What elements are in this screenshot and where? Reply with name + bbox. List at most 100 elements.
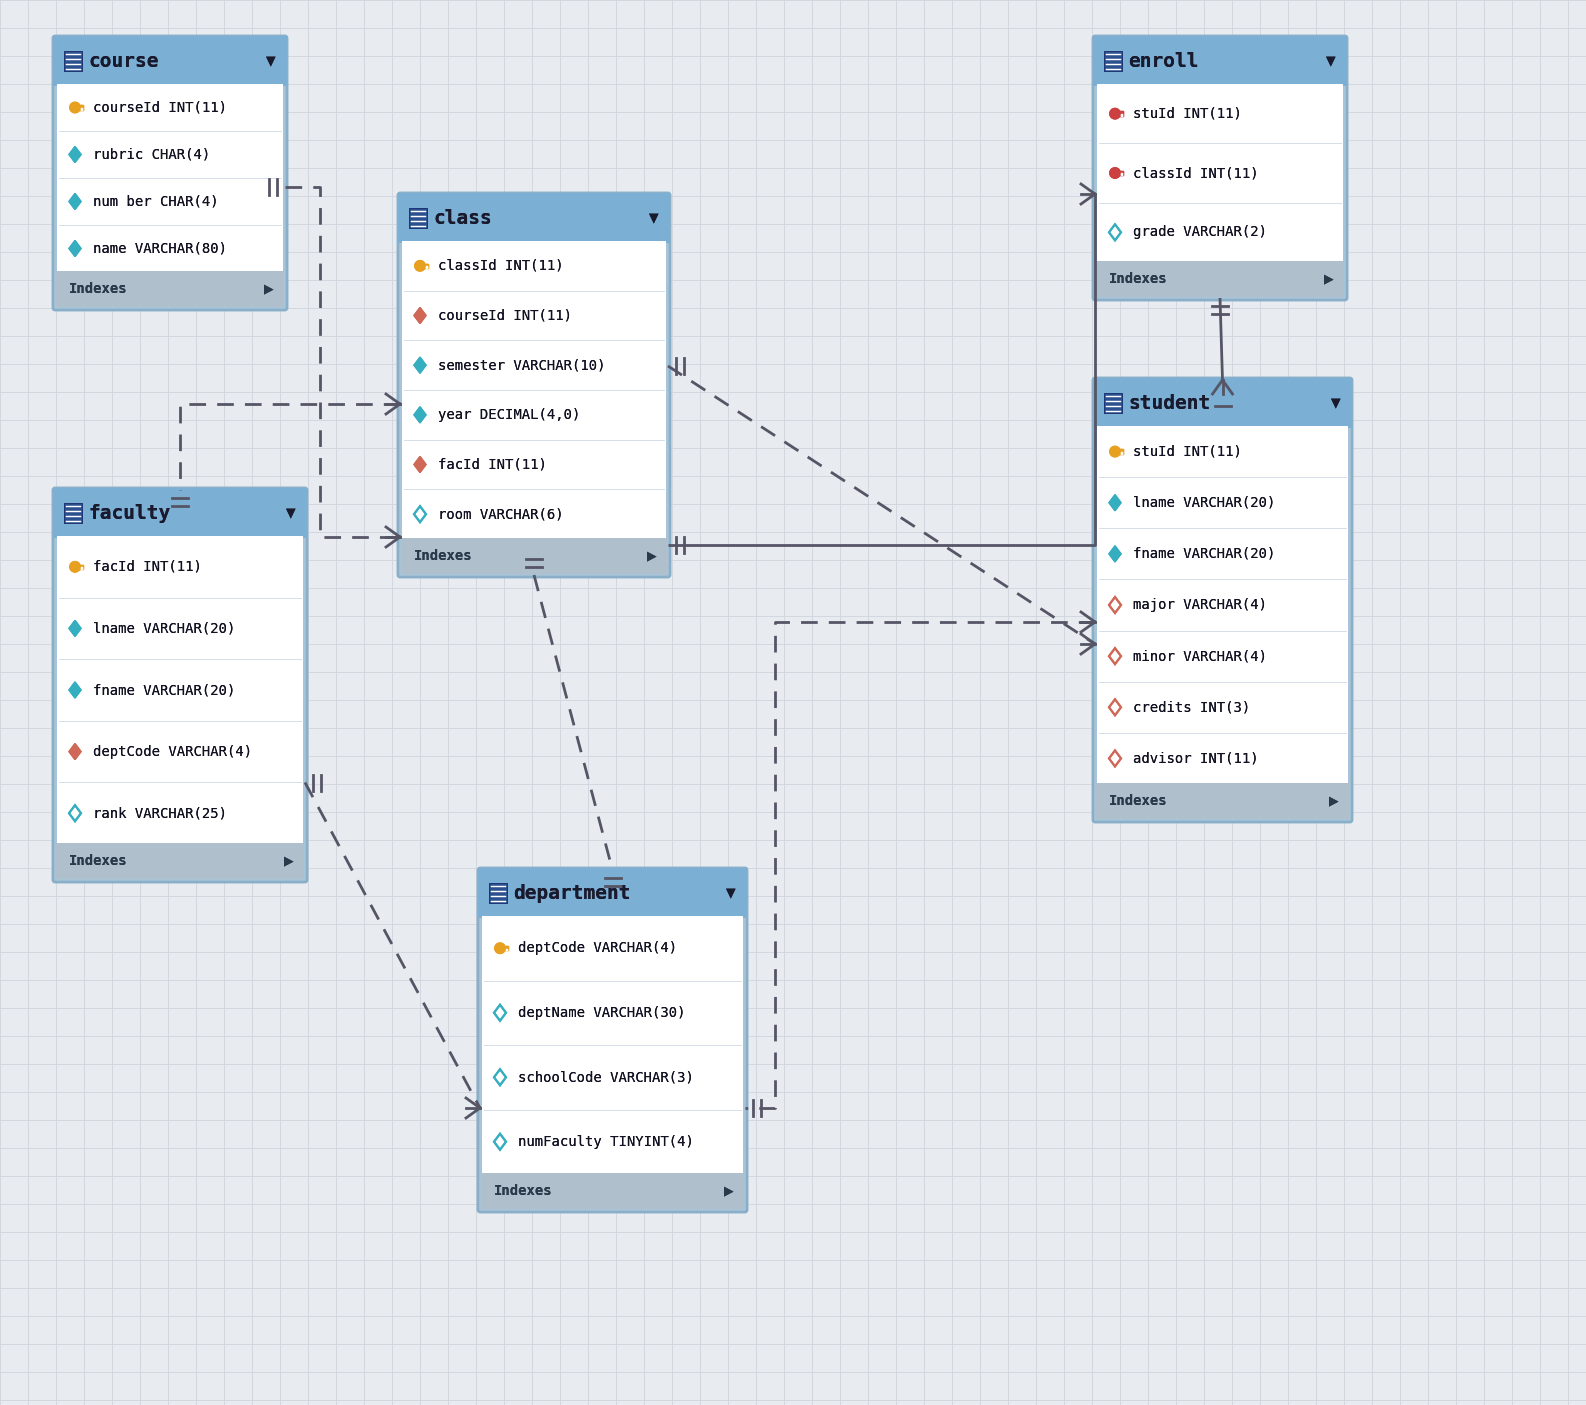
Point (70, 60, 89, 77)
Point (401, 212, 420, 229)
Point (1096, 51, 1115, 67)
Point (1090, 725, 1109, 742)
Point (482, 878, 501, 895)
Point (395, 282, 414, 299)
Text: Indexes: Indexes (70, 854, 127, 868)
Point (49, 122, 68, 139)
Text: course: course (87, 52, 159, 70)
Bar (57, 535, 303, 844)
Point (70, 45, 89, 62)
Point (292, 589, 311, 606)
Text: facId INT(11): facId INT(11) (94, 559, 201, 573)
Bar (57, 844, 303, 850)
Point (482, 888, 501, 905)
Point (1110, 403, 1129, 420)
Point (495, 878, 514, 895)
Bar (488, 882, 508, 903)
Point (474, 972, 493, 989)
Bar (56, 76, 285, 84)
Point (1110, 398, 1129, 414)
Bar (482, 1175, 742, 1180)
FancyBboxPatch shape (56, 843, 305, 880)
Point (57, 56, 76, 73)
Point (482, 882, 501, 899)
FancyBboxPatch shape (398, 192, 669, 243)
Bar (481, 908, 745, 916)
Point (495, 878, 514, 895)
Point (1110, 45, 1129, 62)
Point (416, 202, 435, 219)
Text: fname VARCHAR(20): fname VARCHAR(20) (94, 683, 235, 697)
Text: deptCode VARCHAR(4): deptCode VARCHAR(4) (94, 745, 252, 759)
Text: ▶: ▶ (647, 549, 657, 562)
Circle shape (70, 562, 81, 572)
Point (395, 481, 414, 497)
FancyBboxPatch shape (398, 192, 669, 577)
Text: ▶: ▶ (1329, 794, 1339, 808)
Polygon shape (414, 308, 427, 323)
FancyBboxPatch shape (52, 37, 287, 311)
Text: Indexes: Indexes (414, 549, 473, 563)
Text: credits INT(3): credits INT(3) (1132, 700, 1250, 714)
Polygon shape (70, 743, 81, 760)
Bar (1094, 76, 1345, 84)
Point (292, 651, 311, 667)
Bar (425, 266, 427, 268)
Point (416, 208, 435, 225)
Text: deptName VARCHAR(30): deptName VARCHAR(30) (519, 1006, 685, 1020)
Point (49, 712, 68, 729)
Point (482, 882, 501, 899)
Text: name VARCHAR(80): name VARCHAR(80) (94, 242, 227, 256)
Point (1110, 60, 1129, 77)
Point (395, 282, 414, 299)
Text: schoolCode VARCHAR(3): schoolCode VARCHAR(3) (519, 1071, 695, 1085)
Point (57, 45, 76, 62)
Bar (56, 528, 305, 535)
Text: room VARCHAR(6): room VARCHAR(6) (438, 507, 563, 521)
Point (1110, 398, 1129, 414)
Point (49, 712, 68, 729)
Polygon shape (1109, 547, 1121, 562)
FancyBboxPatch shape (52, 37, 287, 311)
Bar (482, 916, 742, 1175)
Text: semester VARCHAR(10): semester VARCHAR(10) (438, 358, 606, 372)
Point (49, 651, 68, 667)
FancyBboxPatch shape (1093, 37, 1347, 86)
Bar (78, 565, 84, 569)
Text: advisor INT(11): advisor INT(11) (1132, 752, 1259, 766)
Point (1337, 725, 1356, 742)
Text: faculty: faculty (87, 503, 170, 523)
Text: department: department (512, 884, 631, 902)
Circle shape (1110, 447, 1120, 457)
Text: schoolCode VARCHAR(3): schoolCode VARCHAR(3) (519, 1071, 695, 1085)
Point (49, 122, 68, 139)
Bar (1118, 171, 1123, 176)
Bar (57, 535, 303, 844)
Point (57, 513, 76, 530)
Bar (409, 208, 427, 228)
Text: fname VARCHAR(20): fname VARCHAR(20) (1132, 547, 1275, 561)
Circle shape (1110, 167, 1120, 178)
Point (1090, 469, 1109, 486)
Point (57, 513, 76, 530)
Bar (63, 503, 82, 523)
Bar (63, 51, 82, 72)
FancyBboxPatch shape (1093, 37, 1347, 86)
Polygon shape (414, 457, 427, 472)
Text: ▶: ▶ (1324, 273, 1334, 285)
Point (292, 589, 311, 606)
Point (1337, 673, 1356, 690)
Point (401, 218, 420, 235)
Bar (57, 84, 282, 273)
Point (1090, 673, 1109, 690)
Bar (1121, 114, 1123, 115)
Point (655, 282, 674, 299)
Point (1096, 403, 1115, 420)
FancyBboxPatch shape (401, 538, 668, 575)
Point (655, 481, 674, 497)
Point (482, 888, 501, 905)
Bar (481, 908, 745, 916)
Point (1110, 60, 1129, 77)
Bar (1118, 450, 1123, 454)
Polygon shape (1109, 547, 1121, 562)
